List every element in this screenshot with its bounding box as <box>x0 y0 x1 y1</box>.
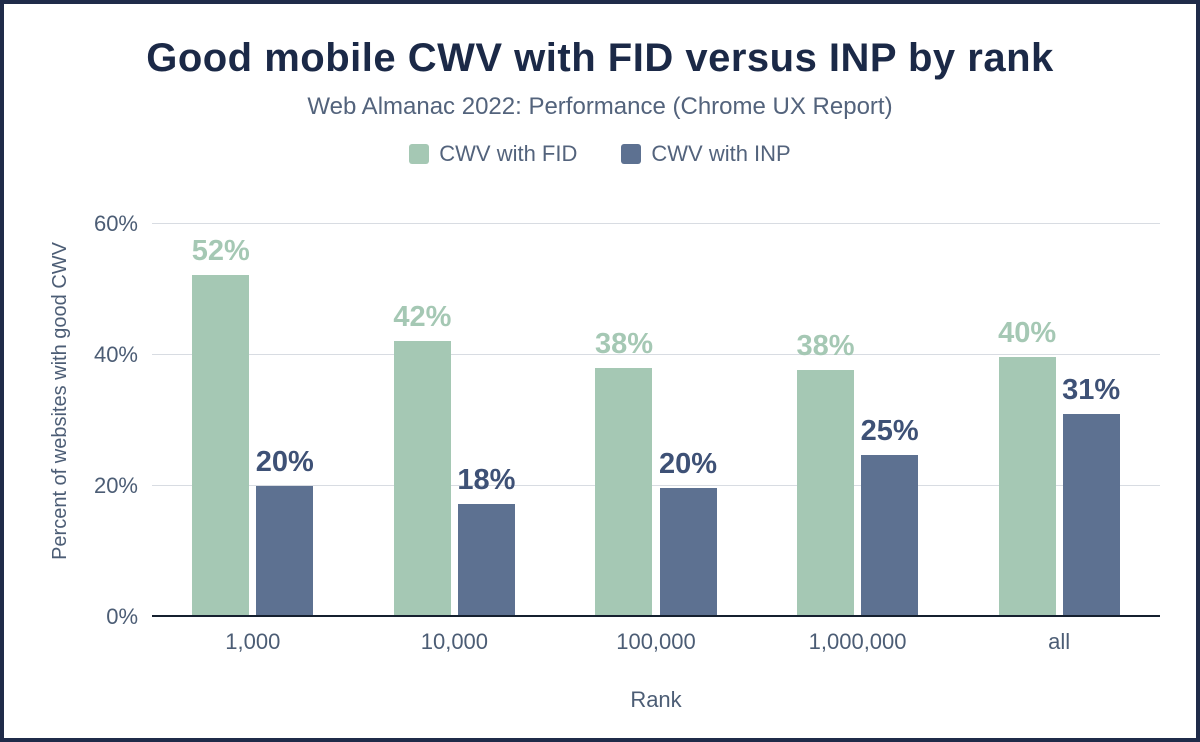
bar-column: 38% <box>797 185 855 617</box>
gridline <box>152 354 1160 356</box>
bar <box>998 357 1056 617</box>
y-axis-title-wrap: Percent of websites with good CWV <box>40 185 80 617</box>
bar <box>1062 414 1120 617</box>
x-axis-baseline <box>152 615 1160 617</box>
x-tick-label: 100,000 <box>616 629 696 654</box>
bar-value-label: 31% <box>1062 374 1121 407</box>
legend-item: CWV with INP <box>621 141 791 167</box>
bar-column: 20% <box>659 185 717 617</box>
y-tick-label: 40% <box>93 342 138 368</box>
bar <box>797 369 855 617</box>
legend-item: CWV with FID <box>409 141 577 167</box>
bar-value-label: 20% <box>658 448 718 481</box>
bar-group: 42% 18% <box>393 185 515 617</box>
bar-column: 25% <box>861 185 919 617</box>
x-tick-label: 1,000,000 <box>808 629 907 654</box>
bar <box>595 367 653 617</box>
x-tick-label: 1,000 <box>225 629 281 654</box>
legend-label: CWV with INP <box>651 141 791 166</box>
gridline <box>152 485 1160 487</box>
bar-column: 52% <box>192 185 250 617</box>
y-axis-title: Percent of websites with good CWV <box>48 242 71 560</box>
legend: CWV with FID CWV with INP <box>40 141 1160 167</box>
x-tick-label: all <box>1048 629 1071 654</box>
bar-group: 52% 20% <box>192 185 314 617</box>
bar-value-label: 42% <box>393 300 452 333</box>
bar <box>192 274 250 617</box>
bar-value-label: 25% <box>860 415 919 448</box>
bar-value-label: 20% <box>255 446 314 479</box>
bar <box>861 455 919 617</box>
x-tick-label: 10,000 <box>420 629 489 654</box>
legend-swatch-icon <box>621 144 642 164</box>
bar-value-label: 40% <box>998 317 1057 350</box>
bar-column: 40% <box>998 185 1056 617</box>
legend-swatch-icon <box>409 144 430 164</box>
y-tick-label: 60% <box>93 211 138 237</box>
bar-column: 18% <box>457 185 515 617</box>
plot-area: 52% 20% 42% 18% 38% 20% 38% 25% 40% 31% <box>152 185 1160 617</box>
gridline <box>152 223 1160 225</box>
y-tick-label: 0% <box>106 604 138 629</box>
bar-column: 42% <box>393 185 451 617</box>
bar-column: 38% <box>595 185 653 617</box>
bar-value-label: 52% <box>191 234 250 267</box>
bar <box>457 503 515 617</box>
bar-group: 40% 31% <box>998 185 1120 617</box>
x-axis-title: Rank <box>630 687 682 712</box>
chart-title: Good mobile CWV with FID versus INP by r… <box>146 36 1054 80</box>
bar <box>393 340 451 617</box>
bar <box>659 488 717 617</box>
x-axis-ticks: 1,000 10,000 100,000 1,000,000 all <box>152 629 1160 655</box>
chart-body: Percent of websites with good CWV 0% 20% 4… <box>40 185 1160 629</box>
y-axis-ticks: 0% 20% 40% 60% <box>80 185 152 629</box>
bar-value-label: 38% <box>594 327 653 360</box>
chart-subtitle: Web Almanac 2022: Performance (Chrome UX… <box>307 93 893 120</box>
bar <box>256 486 314 617</box>
y-tick-label: 20% <box>93 473 138 499</box>
bar-column: 20% <box>256 185 314 617</box>
bar-groups: 52% 20% 42% 18% 38% 20% 38% 25% 40% 31% <box>152 185 1160 617</box>
bar-value-label: 18% <box>457 463 516 496</box>
legend-label: CWV with FID <box>439 141 578 166</box>
bar-group: 38% 20% <box>595 185 717 617</box>
bar-column: 31% <box>1062 185 1120 617</box>
bar-value-label: 38% <box>796 329 855 362</box>
bar-group: 38% 25% <box>797 185 919 617</box>
